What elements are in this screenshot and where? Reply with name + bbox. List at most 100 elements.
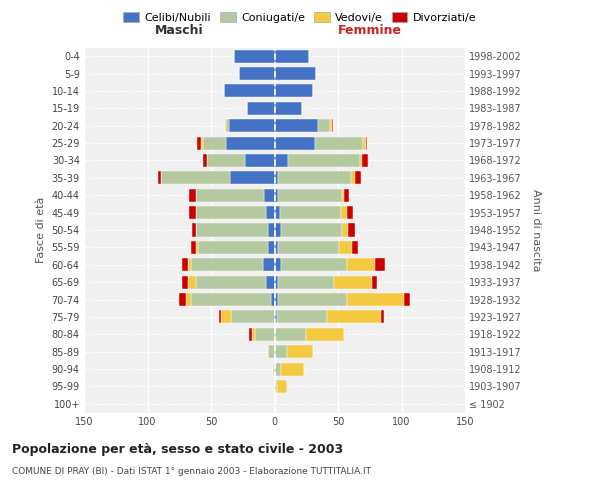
Bar	[355, 172, 361, 184]
Bar	[190, 188, 196, 202]
Bar	[275, 188, 278, 202]
Bar	[266, 206, 275, 219]
Bar	[275, 102, 302, 115]
Bar	[342, 188, 344, 202]
Bar	[275, 258, 281, 272]
Bar	[275, 136, 315, 149]
Bar	[191, 293, 271, 306]
Bar	[352, 241, 358, 254]
Bar	[161, 172, 230, 184]
Bar	[263, 258, 275, 272]
Bar	[191, 258, 263, 272]
Bar	[201, 136, 203, 149]
Bar	[230, 172, 275, 184]
Bar	[350, 172, 355, 184]
Bar	[275, 380, 277, 393]
Bar	[275, 328, 306, 341]
Bar	[275, 345, 287, 358]
Bar	[226, 136, 275, 149]
Bar	[234, 50, 275, 62]
Bar	[207, 154, 245, 167]
Bar	[347, 293, 404, 306]
Bar	[275, 362, 281, 376]
Bar	[188, 276, 196, 288]
Bar	[182, 258, 188, 272]
Bar	[229, 119, 275, 132]
Bar	[249, 328, 251, 341]
Bar	[198, 241, 268, 254]
Bar	[275, 67, 316, 80]
Bar	[275, 310, 277, 324]
Bar	[280, 206, 341, 219]
Bar	[278, 241, 339, 254]
Bar	[375, 258, 385, 272]
Bar	[268, 345, 275, 358]
Bar	[278, 276, 334, 288]
Bar	[192, 224, 196, 236]
Bar	[275, 398, 276, 410]
Bar	[317, 119, 331, 132]
Bar	[268, 224, 275, 236]
Bar	[347, 206, 353, 219]
Bar	[277, 380, 287, 393]
Bar	[251, 328, 256, 341]
Bar	[265, 188, 275, 202]
Bar	[197, 136, 201, 149]
Text: Femmine: Femmine	[338, 24, 402, 37]
Bar	[381, 310, 384, 324]
Bar	[332, 119, 333, 132]
Bar	[281, 362, 304, 376]
Bar	[275, 224, 281, 236]
Bar	[268, 241, 275, 254]
Bar	[196, 188, 265, 202]
Bar	[348, 224, 355, 236]
Bar	[266, 276, 275, 288]
Bar	[277, 310, 326, 324]
Bar	[232, 310, 275, 324]
Bar	[306, 328, 344, 341]
Bar	[275, 119, 317, 132]
Bar	[196, 224, 268, 236]
Bar	[226, 119, 229, 132]
Bar	[334, 276, 372, 288]
Bar	[247, 102, 275, 115]
Bar	[275, 154, 289, 167]
Bar	[344, 188, 349, 202]
Bar	[275, 50, 309, 62]
Bar	[331, 119, 332, 132]
Bar	[326, 310, 381, 324]
Bar	[185, 293, 191, 306]
Text: Maschi: Maschi	[155, 24, 203, 37]
Bar	[179, 293, 185, 306]
Bar	[339, 241, 352, 254]
Bar	[275, 172, 278, 184]
Bar	[203, 154, 207, 167]
Bar	[275, 84, 313, 98]
Bar	[281, 224, 342, 236]
Bar	[364, 136, 366, 149]
Bar	[218, 310, 221, 324]
Bar	[245, 154, 275, 167]
Bar	[347, 258, 375, 272]
Bar	[275, 206, 280, 219]
Y-axis label: Fasce di età: Fasce di età	[36, 197, 46, 263]
Bar	[342, 224, 348, 236]
Bar	[191, 241, 196, 254]
Bar	[359, 154, 362, 167]
Bar	[278, 172, 350, 184]
Bar	[196, 241, 198, 254]
Bar	[224, 84, 275, 98]
Text: COMUNE DI PRAY (BI) - Dati ISTAT 1° gennaio 2003 - Elaborazione TUTTITALIA.IT: COMUNE DI PRAY (BI) - Dati ISTAT 1° genn…	[12, 468, 371, 476]
Bar	[278, 293, 347, 306]
Bar	[404, 293, 410, 306]
Bar	[287, 345, 313, 358]
Bar	[281, 258, 347, 272]
Bar	[182, 276, 188, 288]
Bar	[366, 136, 367, 149]
Text: Popolazione per età, sesso e stato civile - 2003: Popolazione per età, sesso e stato civil…	[12, 442, 343, 456]
Bar	[196, 206, 266, 219]
Bar	[196, 276, 266, 288]
Bar	[239, 67, 275, 80]
Bar	[158, 172, 161, 184]
Bar	[256, 328, 275, 341]
